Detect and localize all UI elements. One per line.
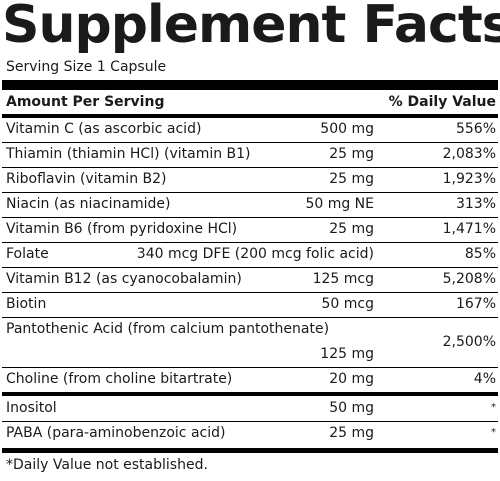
- nutrient-daily-value: 2,500%: [442, 334, 496, 350]
- nutrient-amount: 25 mg: [329, 221, 374, 237]
- row-divider: [2, 192, 498, 193]
- nutrient-daily-value: 556%: [455, 121, 496, 137]
- nutrient-name: PABA (para-aminobenzoic acid): [6, 425, 226, 441]
- header-daily-value: % Daily Value: [388, 94, 496, 110]
- row-divider: [2, 167, 498, 168]
- panel-title: Supplement Facts: [2, 0, 500, 55]
- nutrient-amount: 20 mg: [329, 371, 374, 387]
- nutrient-daily-value: 5,208%: [442, 271, 496, 287]
- nutrient-amount: 50 mg NE: [305, 196, 374, 212]
- thick-divider-top: [2, 80, 498, 90]
- row-divider: [2, 217, 498, 218]
- row-divider: [2, 242, 498, 243]
- nutrient-amount: 50 mcg: [321, 296, 375, 312]
- nutrient-daily-value: 167%: [455, 296, 496, 312]
- nutrient-amount: 25 mg: [329, 425, 374, 441]
- serving-size: Serving Size 1 Capsule: [6, 59, 167, 75]
- nutrient-amount: 50 mg: [329, 400, 374, 416]
- row-divider: [2, 317, 498, 318]
- nutrient-amount: 500 mg: [320, 121, 374, 137]
- nutrient-name: Inositol: [6, 400, 57, 416]
- nutrient-daily-value: 4%: [473, 371, 496, 387]
- medium-divider-lower: [2, 392, 498, 396]
- nutrient-daily-value: *: [491, 402, 496, 413]
- nutrient-amount: 125 mcg: [312, 271, 374, 287]
- row-divider: [2, 367, 498, 368]
- nutrient-name: Vitamin C (as ascorbic acid): [6, 121, 202, 137]
- footnote: *Daily Value not established.: [6, 457, 208, 473]
- header-amount-per-serving: Amount Per Serving: [6, 94, 165, 110]
- row-divider: [2, 292, 498, 293]
- nutrient-daily-value: *: [491, 427, 496, 438]
- row-divider: [2, 142, 498, 143]
- nutrient-amount: 340 mcg DFE (200 mcg folic acid): [136, 246, 374, 262]
- nutrient-name: Thiamin (thiamin HCl) (vitamin B1): [6, 146, 251, 162]
- nutrient-daily-value: 1,923%: [442, 171, 496, 187]
- nutrient-name: Choline (from choline bitartrate): [6, 371, 233, 387]
- nutrient-name: Biotin: [6, 296, 47, 312]
- nutrient-name: Folate: [6, 246, 49, 262]
- row-divider: [2, 421, 498, 422]
- nutrient-daily-value: 85%: [464, 246, 496, 262]
- nutrient-name: Riboflavin (vitamin B2): [6, 171, 167, 187]
- nutrient-name: Niacin (as niacinamide): [6, 196, 171, 212]
- nutrient-name: Vitamin B6 (from pyridoxine HCl): [6, 221, 238, 237]
- row-divider: [2, 267, 498, 268]
- nutrient-amount: 25 mg: [329, 171, 374, 187]
- nutrient-daily-value: 1,471%: [442, 221, 496, 237]
- nutrient-name: Vitamin B12 (as cyanocobalamin): [6, 271, 242, 287]
- nutrient-amount: 25 mg: [329, 146, 374, 162]
- nutrient-daily-value: 313%: [455, 196, 496, 212]
- medium-divider: [2, 114, 498, 118]
- nutrient-row-pantothenic-acid: Pantothenic Acid (from calcium pantothen…: [0, 320, 500, 370]
- nutrient-amount: 125 mg: [320, 346, 374, 362]
- thick-divider-bottom: [2, 448, 498, 453]
- nutrient-daily-value: 2,083%: [442, 146, 496, 162]
- nutrient-name: Pantothenic Acid (from calcium pantothen…: [6, 321, 330, 337]
